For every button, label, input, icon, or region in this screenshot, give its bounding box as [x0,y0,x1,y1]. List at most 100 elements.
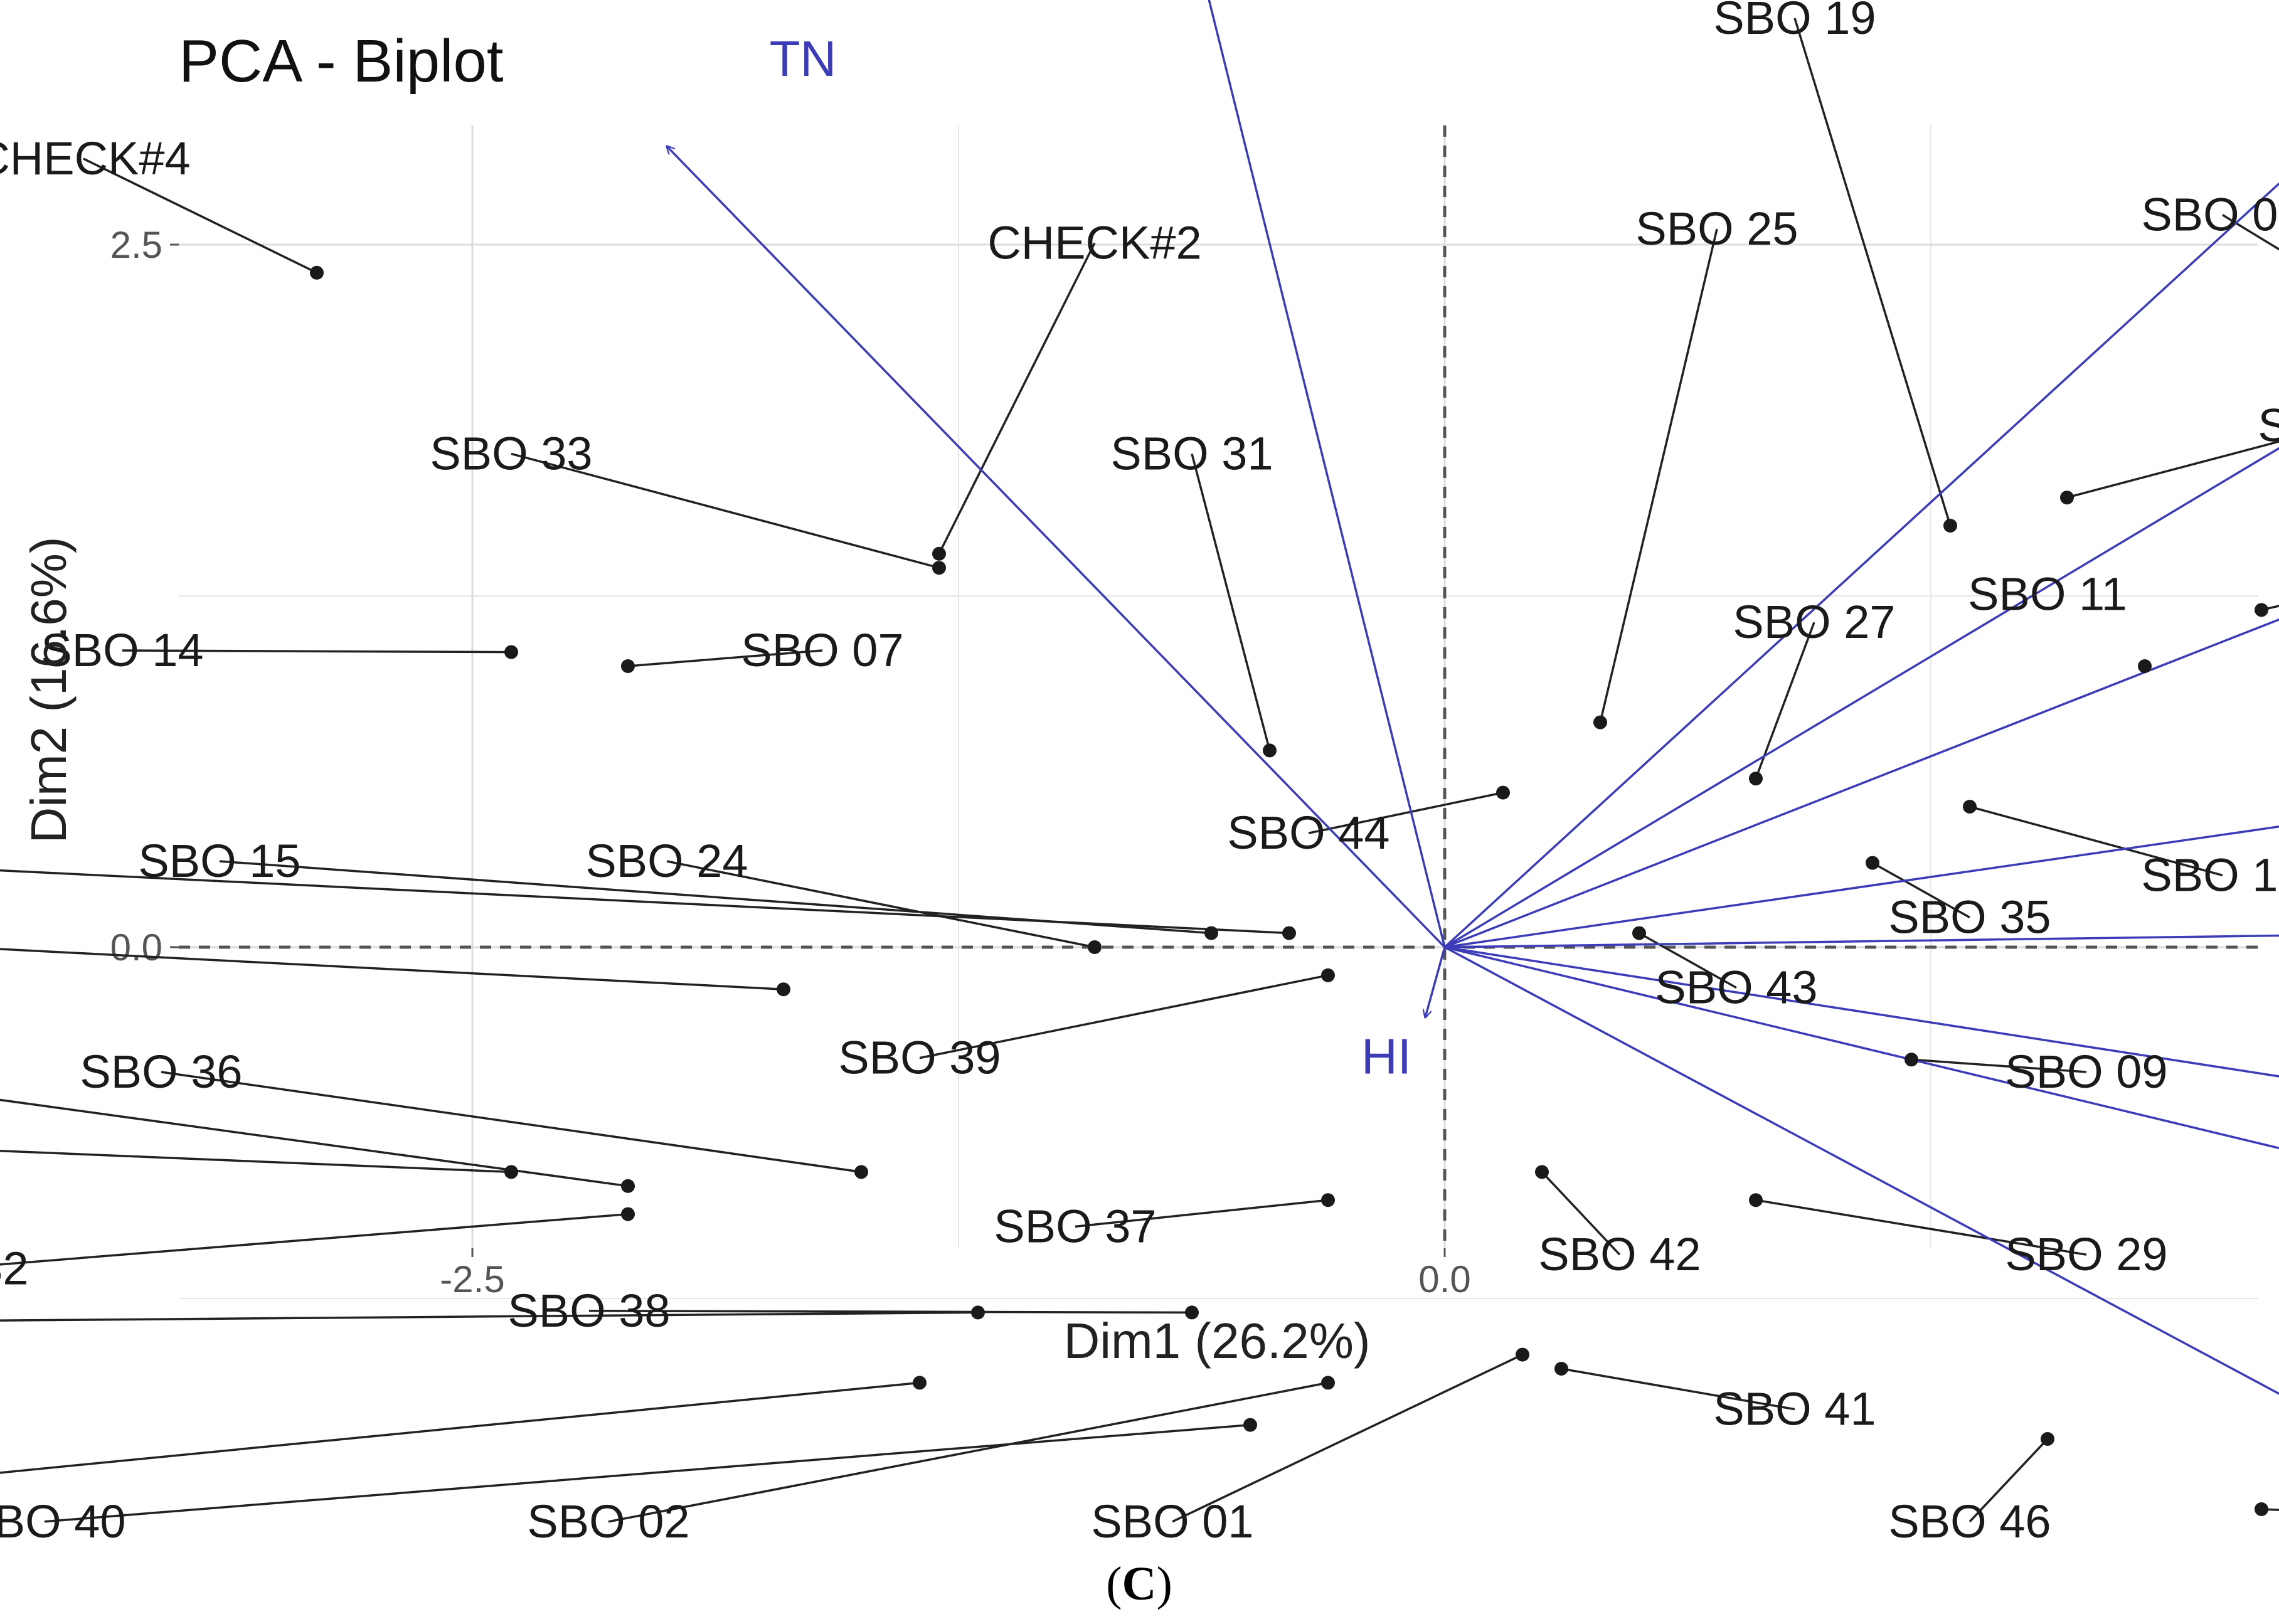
leader-check-4 [83,157,317,274]
point-sbo-23 [621,1179,635,1193]
point-sbo-12 [504,1165,518,1179]
arrow-sl [1443,182,2279,948]
point-sbo-18 [1963,800,1977,814]
leader-sbo-24 [666,860,1095,948]
leader-sbo-45 [0,948,784,990]
leader-sbo-08 [2222,214,2279,251]
arrow-kps [1444,447,2279,948]
leader-sbo-01 [1172,1354,1523,1523]
arrow-gy [1444,934,2279,948]
leader-sbo-07 [627,649,823,667]
leader-sbo-23 [0,1098,629,1187]
label-sbo-11: SBO 11 [1968,568,2127,620]
leader-sbo-29 [1755,1199,2087,1256]
leader-sbo-38 [588,1310,1193,1314]
label-sbo-18: SBO 18 [2141,849,2279,901]
leader-sbo-26 [2261,605,2279,612]
leader-sbo-25 [1599,228,1718,723]
y-axis-title: Dim2 (16.6%) [21,536,77,843]
point-check-4 [310,265,324,280]
label-sbo-37: SBO 37 [994,1200,1156,1252]
point-sbo-39 [1321,968,1335,982]
leader-sbo-30 [0,1381,920,1474]
point-sbo-43 [1632,926,1646,940]
label-check-4: CHECK#4 [0,132,191,184]
arrow-sps [1444,618,2279,948]
leader-sbo-18 [1969,805,2223,877]
caption-letter: C [1122,1558,1157,1610]
point-sbo-13 [1282,926,1296,940]
point-sbo-02 [1321,1376,1335,1390]
arrow-dtm [1444,946,2279,1395]
leader-sbo-44 [1308,791,1504,834]
point-sbo-27 [1749,772,1763,786]
point-sbo-42 [1535,1165,1549,1179]
variable-label-hi: HI [1361,1029,1411,1085]
point-sbo-38 [1185,1305,1199,1320]
caption-open: ( [1106,1558,1122,1610]
leader-sbo-36 [161,1071,862,1174]
label-sbo-44: SBO 44 [1227,807,1389,859]
x-tick-label: -2.5 [440,1258,504,1300]
leader-sbo-39 [919,974,1329,1059]
label-sbo-42: SBO 42 [1538,1228,1701,1280]
label-sbo-14: SBO 14 [41,624,203,676]
label-sbo-09: SBO 09 [2005,1046,2167,1098]
point-sbo-44 [1496,785,1510,800]
point-sbo-40 [1243,1418,1257,1432]
y-tick-label: 2.5 [110,224,162,266]
point-check-2 [932,546,946,561]
label-sbo-25: SBO 25 [1635,203,1798,255]
arrow-bm [1444,825,2279,948]
leader-sbo-12 [0,1149,512,1174]
leader-sbo-34 [0,1311,979,1322]
point-sbo-30 [913,1376,927,1390]
label-sbo-31: SBO 31 [1110,427,1273,479]
point-sbo-37 [1321,1193,1335,1207]
leader-sbo-15 [219,860,1212,935]
point-sbo-29 [1749,1193,1763,1207]
leader-sbo-32 [0,1213,629,1266]
x-axis-ticks: -7.5-5.0-2.50.02.55.0 [440,1248,1471,1300]
figure-caption: (C) [1106,1558,1172,1610]
variable-arrows [667,0,2279,1395]
label-sbo-43: SBO 43 [1655,962,1817,1014]
leader-check-2 [938,242,1096,555]
x-tick-label: 0.0 [1418,1258,1470,1300]
label-check-2: CHECK#2 [987,216,1201,268]
label-sbo-35: SBO 35 [1888,891,2051,943]
point-sbo-14 [504,645,518,659]
label-sbo-17: SBO 17 [2258,400,2279,452]
point-sbo-45 [777,982,790,997]
point-sbo-17 [2060,491,2074,505]
leader-sbo-31 [1191,453,1271,751]
label-sbo-36: SBO 36 [80,1046,242,1098]
observation-points [310,265,2268,1516]
point-sbo-04 [2255,1502,2268,1516]
point-sbo-36 [854,1165,868,1179]
point-sbo-11 [2138,659,2152,673]
point-sbo-19 [1943,519,1957,533]
variable-labels: TSWTNSLKPSSPSBMGYDTHPHDTMHI [770,31,1411,1085]
point-sbo-35 [1866,856,1879,870]
label-sbo-24: SBO 24 [585,835,748,887]
point-sbo-01 [1516,1347,1529,1362]
label-sbo-39: SBO 39 [838,1032,1001,1084]
variable-label-tn: TN [770,31,837,87]
label-sbo-41: SBO 41 [1713,1383,1876,1435]
label-sbo-38: SBO 38 [507,1285,670,1337]
label-sbo-19: SBO 19 [1713,0,1876,44]
point-sbo-07 [621,659,635,673]
leader-sbo-42 [1541,1171,1621,1256]
x-axis-title: Dim1 (26.2%) [1063,1313,1370,1369]
label-sbo-02: SBO 02 [527,1495,689,1547]
label-sbo-29: SBO 29 [2005,1228,2167,1280]
point-sbo-41 [1554,1362,1568,1376]
arrow-tn [667,146,1446,948]
point-sbo-09 [1904,1053,1918,1067]
label-sbo-40: SBO 40 [0,1495,126,1547]
label-sbo-33: SBO 33 [430,427,592,479]
leader-sbo-46 [1968,1438,2049,1522]
